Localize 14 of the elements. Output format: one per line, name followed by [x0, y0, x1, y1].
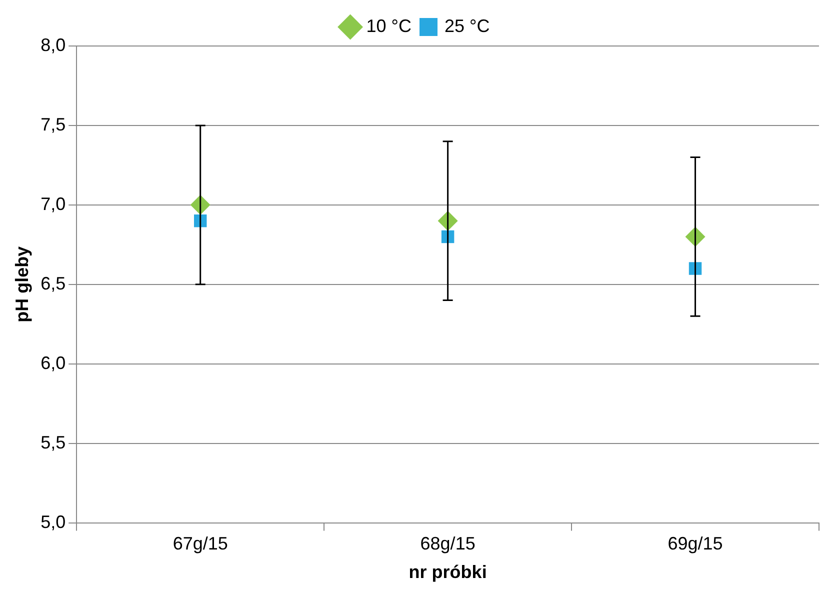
- y-tick-label: 7,5: [40, 114, 66, 134]
- x-tick-label: 67g/15: [172, 534, 228, 554]
- y-tick-label: 5,5: [40, 432, 66, 452]
- legend-label: 25 °C: [444, 16, 490, 36]
- y-tick-label: 5,0: [40, 512, 66, 532]
- y-tick-label: 6,0: [40, 352, 66, 373]
- x-tick-label: 68g/15: [420, 534, 476, 554]
- y-axis-title: pH gleby: [12, 246, 32, 322]
- y-tick-label: 6,5: [40, 273, 66, 294]
- x-tick-label: 69g/15: [668, 534, 723, 554]
- y-tick-label: 7,0: [40, 194, 66, 214]
- x-axis-title: nr próbki: [408, 562, 487, 582]
- y-tick-label: 8,0: [40, 34, 66, 55]
- legend-label: 10 °C: [366, 16, 412, 36]
